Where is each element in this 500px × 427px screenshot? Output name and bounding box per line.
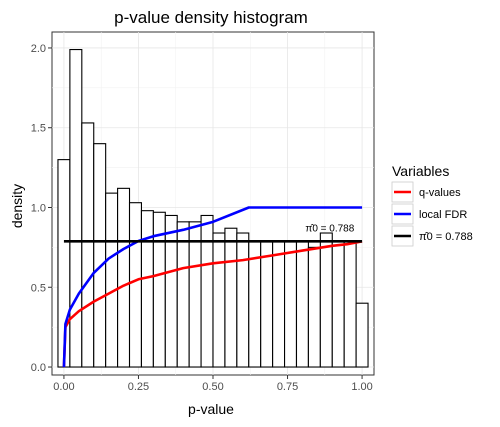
histogram-bar [272, 240, 286, 368]
histogram-bar [128, 202, 142, 368]
legend-title: Variables [392, 163, 449, 179]
y-tick-label: 0.0 [31, 362, 46, 374]
x-tick-label: 0.50 [202, 381, 223, 393]
histogram-bar [188, 221, 202, 368]
histogram-bar [343, 240, 357, 368]
histogram-bar [319, 232, 333, 368]
histogram-bar [295, 240, 309, 368]
legend-label: q-values [419, 187, 461, 199]
histogram-bar [260, 240, 274, 368]
legend-label: π̂0 = 0.788 [419, 231, 473, 243]
series-line-1 [62, 206, 363, 368]
histogram-bar [212, 232, 226, 368]
y-tick-label: 2.0 [31, 43, 46, 55]
axes: 0.00 0.25 0.50 0.75 1.00 0.0 0.5 1.0 1.5 2.0 [31, 43, 373, 393]
histogram-bar [81, 122, 95, 368]
x-tick-label: 0.75 [277, 381, 298, 393]
x-tick-label: 0.25 [128, 381, 149, 393]
histogram-bar [331, 240, 345, 368]
series-lines [62, 206, 363, 368]
histogram-bar [284, 240, 298, 368]
histogram-bar [224, 227, 238, 368]
histogram-bars [57, 48, 369, 368]
x-tick-label: 0.00 [53, 381, 74, 393]
legend: Variables q-values local FDR π̂0 = 0.788 [391, 163, 473, 247]
histogram-bar [307, 246, 321, 368]
y-axis-title: density [9, 184, 25, 228]
histogram-bar [105, 192, 119, 368]
y-tick-label: 1.0 [31, 202, 46, 214]
y-tick-label: 1.5 [31, 123, 46, 135]
x-axis-title: p-value [188, 401, 234, 417]
histogram-bar [140, 210, 154, 368]
histogram-bar [355, 302, 369, 368]
pi0-annotation: π̂0 = 0.788 [305, 222, 354, 234]
histogram-bar [117, 187, 131, 368]
histogram-bar [93, 143, 107, 368]
histogram-bar [200, 214, 214, 368]
histogram-bar [236, 232, 250, 368]
series-line-0 [62, 240, 363, 368]
legend-label: local FDR [419, 209, 467, 221]
chart-title: p-value density histogram [114, 8, 308, 27]
y-tick-label: 0.5 [31, 282, 46, 294]
x-tick-label: 1.00 [351, 381, 372, 393]
histogram-bar [69, 48, 83, 368]
histogram-bar [176, 221, 190, 368]
histogram-bar [164, 214, 178, 368]
